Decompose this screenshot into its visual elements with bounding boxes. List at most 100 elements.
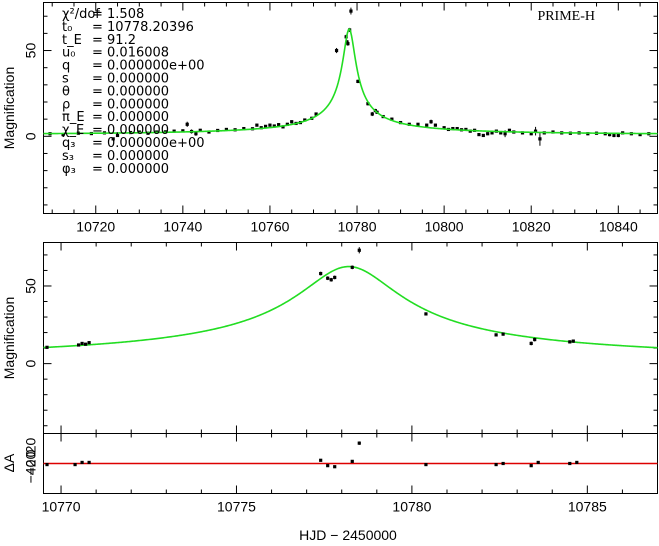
residual-panel: 10770 10775 10780 10785 200−20−40 [23, 433, 658, 515]
residual-x-tick-label: 10785 [568, 499, 607, 515]
top-data-point [481, 133, 485, 138]
top-data-point [464, 127, 468, 132]
residual-data-point [568, 461, 572, 466]
top-x-tick-label: 10780 [338, 219, 377, 235]
top-data-point [346, 42, 350, 46]
top-data-point [455, 126, 459, 131]
top-data-point [61, 132, 65, 137]
param-name: t_E [62, 33, 82, 48]
top-data-point [115, 133, 120, 138]
zoom-data-point [329, 278, 333, 282]
top-data-point [533, 129, 538, 133]
zoom-data-point [45, 345, 49, 349]
top-data-point [314, 112, 318, 116]
top-data-point [194, 132, 198, 136]
top-data-point [370, 112, 374, 116]
zoom-data-point [76, 343, 81, 347]
residual-data-point [87, 460, 91, 465]
top-data-point [242, 126, 246, 131]
top-data-point [345, 40, 349, 44]
top-x-tick-label: 10840 [599, 219, 638, 235]
top-data-point [490, 131, 494, 135]
zoom-ylabel: Magnification [1, 297, 17, 380]
top-x-tick-label: 10720 [76, 219, 115, 235]
param-name: s [62, 72, 69, 87]
top-data-point [529, 132, 533, 136]
zoom-model-curve [43, 265, 658, 349]
residual-x-tick-label: 10775 [217, 499, 256, 515]
zoom-data-point [84, 342, 88, 346]
param-value: = 0.000000e+00 [92, 59, 205, 74]
top-data-point [290, 120, 294, 124]
param-value: = 0.000000 [92, 72, 169, 87]
top-data-point [111, 137, 115, 141]
param-name: u₀ [62, 46, 75, 61]
top-data-point [499, 131, 503, 135]
top-data-point [416, 122, 420, 126]
top-data-point [366, 102, 370, 106]
param-value: = 0.000000 [92, 84, 169, 99]
top-x-tick-label: 10760 [250, 219, 289, 235]
param-value: = 0.000000 [92, 149, 169, 164]
residual-data-point [326, 464, 330, 468]
param-name: φ₃ [62, 162, 76, 177]
top-data-point [390, 117, 394, 121]
residual-y-tick-label: −40 [23, 459, 39, 483]
top-data-point [538, 137, 542, 141]
top-y-tick-label: 50 [23, 43, 39, 59]
top-data-point [263, 124, 268, 128]
param-name: ρ [62, 97, 70, 112]
top-data-point [486, 132, 490, 136]
param-value: = 0.000000 [92, 123, 169, 138]
param-name: π_E [62, 110, 85, 125]
residual-data-point [357, 441, 361, 445]
top-data-point [616, 133, 620, 138]
zoom-data-point [533, 337, 537, 342]
top-data-point [268, 123, 272, 127]
residual-data-point [80, 460, 84, 465]
top-data-point [255, 123, 259, 127]
zoom-y-tick-label: 0 [23, 360, 39, 368]
zoom-data-point [80, 341, 84, 346]
top-data-point [303, 118, 307, 122]
residual-y-tick-label: 0 [23, 449, 39, 457]
top-data-point [277, 123, 281, 127]
top-data-point [349, 9, 353, 13]
param-value: = 10778.20396 [92, 20, 194, 35]
top-x-tick-label: 10820 [512, 219, 551, 235]
zoom-data-point [529, 341, 533, 346]
top-data-point [224, 127, 228, 132]
top-data-point [507, 128, 512, 132]
top-data-point [451, 126, 455, 131]
top-data-point [607, 132, 612, 137]
param-value: = 91.2 [92, 33, 136, 48]
zoom-y-tick-label: 50 [23, 278, 39, 294]
param-value: = 0.000000 [92, 110, 169, 125]
dataset-label: PRIME-H [537, 9, 595, 24]
top-data-point [356, 79, 360, 84]
top-data-point [172, 129, 176, 133]
top-data-point [612, 133, 616, 138]
residual-x-tick-label: 10770 [42, 499, 81, 515]
param-name: s₃ [62, 149, 74, 164]
residual-data-point [350, 459, 354, 463]
param-name: t₀ [62, 20, 72, 35]
residual-data-point [501, 461, 505, 466]
zoom-data-point [319, 271, 323, 276]
top-data-point [285, 122, 289, 126]
residual-data-point [73, 462, 77, 467]
top-panel-frame [43, 2, 658, 214]
param-value: = 0.000000 [92, 97, 169, 112]
param-name: χ²/dof [62, 7, 100, 22]
residual-ylabel: ΔA [1, 453, 17, 472]
top-data-point [503, 132, 507, 136]
zoom-panel: 0 50 [23, 242, 658, 434]
zoom-data-point [571, 339, 575, 343]
top-data-point [198, 128, 202, 132]
param-name: q₃ [62, 136, 75, 151]
param-value: = 0.016008 [92, 46, 169, 61]
top-data-point [185, 122, 189, 126]
param-value: = 0.000000 [92, 162, 169, 177]
zoom-data-point [357, 248, 361, 252]
